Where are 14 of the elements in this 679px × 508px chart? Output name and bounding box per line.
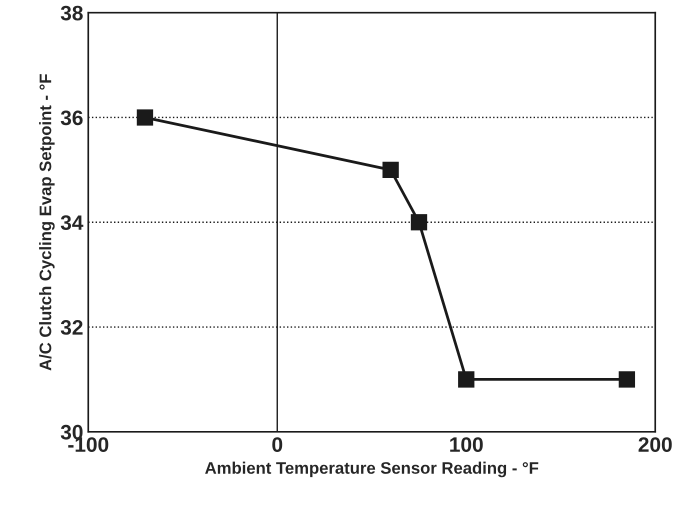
- point: [618, 371, 636, 388]
- point: [136, 109, 154, 126]
- point: [458, 371, 474, 388]
- point: [410, 214, 428, 230]
- y-tick-label: 34: [60, 215, 84, 230]
- x-tick-label: 200: [638, 437, 672, 452]
- point: [382, 162, 399, 178]
- x-tick-label: 100: [450, 437, 483, 452]
- y-axis-title: A/C Clutch Cycling Evap Setpoint - °F: [39, 74, 55, 371]
- y-tick-label: 36: [60, 110, 83, 126]
- y-tick-label: 32: [60, 320, 83, 335]
- x-tick-label: 0: [272, 437, 282, 452]
- y-tick-label: 38: [60, 6, 83, 20]
- x-axis-title: Ambient Temperature Sensor Reading - °F: [205, 462, 538, 478]
